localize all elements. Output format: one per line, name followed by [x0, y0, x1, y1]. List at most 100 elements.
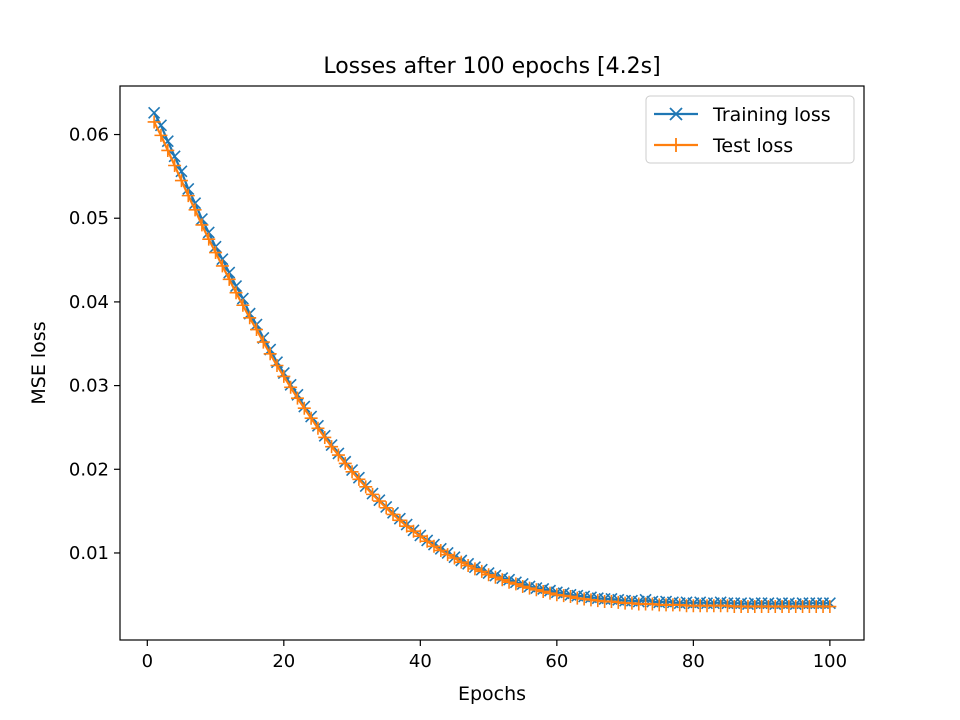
data-point-test-loss [168, 159, 182, 173]
legend: Training loss Test loss [645, 95, 855, 164]
x-tick-label: 60 [545, 651, 568, 672]
plot-frame [119, 85, 865, 641]
data-point-test-loss [536, 584, 550, 598]
data-point-test-loss [577, 592, 591, 606]
data-point-test-loss [359, 480, 373, 494]
x-tick-label: 100 [813, 651, 847, 672]
data-point-test-loss [325, 440, 339, 454]
data-point-test-loss [454, 555, 468, 569]
legend-box [645, 95, 855, 164]
data-point-test-loss [195, 218, 209, 232]
data-point-test-loss [318, 430, 332, 444]
data-point-test-loss [475, 564, 489, 578]
x-tick-label: 80 [682, 651, 705, 672]
data-point-test-loss [720, 599, 734, 613]
data-point-test-loss [420, 534, 434, 548]
x-tick-label: 40 [409, 651, 432, 672]
data-point-test-loss [311, 421, 325, 435]
data-point-test-loss [338, 456, 352, 470]
data-point-test-loss [591, 594, 605, 608]
data-point-test-loss [673, 598, 687, 612]
data-point-training-loss [189, 197, 202, 210]
data-point-test-loss [407, 524, 421, 538]
data-point-test-loss [277, 369, 291, 383]
legend-marker-training-loss [669, 107, 683, 121]
data-point-test-loss [297, 401, 311, 415]
data-point-test-loss [509, 577, 523, 591]
data-point-test-loss [222, 272, 236, 286]
data-point-test-loss [284, 380, 298, 394]
data-point-test-loss [270, 359, 284, 373]
data-point-test-loss [161, 143, 175, 157]
data-point-test-loss [215, 259, 229, 273]
data-point-test-loss [250, 323, 264, 337]
legend-label-test-loss: Test loss [712, 135, 793, 157]
data-point-test-loss [823, 600, 837, 614]
data-point-test-loss [393, 513, 407, 527]
data-point-test-loss [209, 246, 223, 260]
data-point-test-loss [584, 593, 598, 607]
data-point-test-loss [611, 595, 625, 609]
data-point-test-loss [434, 543, 448, 557]
legend-marker-test-loss [669, 138, 683, 152]
y-axis: 0.01 0.02 0.03 0.04 0.05 0.06 [69, 125, 120, 564]
data-point-test-loss [645, 597, 659, 611]
data-point-test-loss [366, 487, 380, 501]
data-point-test-loss [461, 559, 475, 573]
y-axis-label: MSE loss [28, 321, 50, 404]
data-point-test-loss [502, 575, 516, 589]
data-point-test-loss [352, 472, 366, 486]
data-point-training-loss [223, 266, 236, 279]
data-point-training-loss [202, 226, 215, 239]
y-tick-label: 0.05 [69, 208, 109, 229]
data-point-test-loss [181, 189, 195, 203]
data-point-test-loss [557, 589, 571, 603]
data-point-test-loss [400, 519, 414, 533]
data-point-test-loss [543, 586, 557, 600]
x-axis-label: Epochs [458, 683, 526, 705]
data-point-test-loss [604, 595, 618, 609]
x-tick-label: 20 [272, 651, 295, 672]
data-point-test-loss [243, 311, 257, 325]
data-point-test-loss [236, 298, 250, 312]
data-point-training-loss [236, 292, 249, 305]
data-point-test-loss [263, 347, 277, 361]
data-point-test-loss [495, 573, 509, 587]
data-point-test-loss [441, 548, 455, 562]
y-tick-label: 0.01 [69, 543, 109, 564]
y-tick-label: 0.04 [69, 292, 109, 313]
data-point-test-loss [516, 579, 530, 593]
legend-label-training-loss: Training loss [712, 104, 831, 126]
x-tick-label: 0 [142, 651, 153, 672]
data-point-test-loss [290, 391, 304, 405]
data-point-test-loss [188, 203, 202, 217]
data-point-test-loss [488, 570, 502, 584]
data-point-test-loss [154, 128, 168, 142]
y-tick-label: 0.02 [69, 459, 109, 480]
y-tick-label: 0.03 [69, 376, 109, 397]
data-point-test-loss [372, 494, 386, 508]
data-point-test-loss [304, 411, 318, 425]
data-point-test-loss [570, 591, 584, 605]
data-point-test-loss [229, 286, 243, 300]
data-point-training-loss [229, 279, 243, 293]
data-point-test-loss [523, 581, 537, 595]
legend-item-training-loss: Training loss [654, 104, 831, 126]
data-point-test-loss [468, 562, 482, 576]
data-point-test-loss [147, 115, 161, 129]
data-point-test-loss [174, 174, 188, 188]
data-point-training-loss [148, 106, 161, 119]
plot-series [147, 106, 837, 614]
data-point-test-loss [550, 588, 564, 602]
chart-title: Losses after 100 epochs [4.2s] [323, 54, 660, 79]
data-point-test-loss [379, 501, 393, 515]
data-point-test-loss [447, 551, 461, 565]
data-point-test-loss [563, 589, 577, 603]
data-point-test-loss [529, 583, 543, 597]
data-point-test-loss [625, 596, 639, 610]
data-point-test-loss [345, 465, 359, 479]
y-tick-label: 0.06 [69, 125, 109, 146]
data-point-test-loss [202, 232, 216, 246]
series-test-loss [147, 115, 837, 614]
